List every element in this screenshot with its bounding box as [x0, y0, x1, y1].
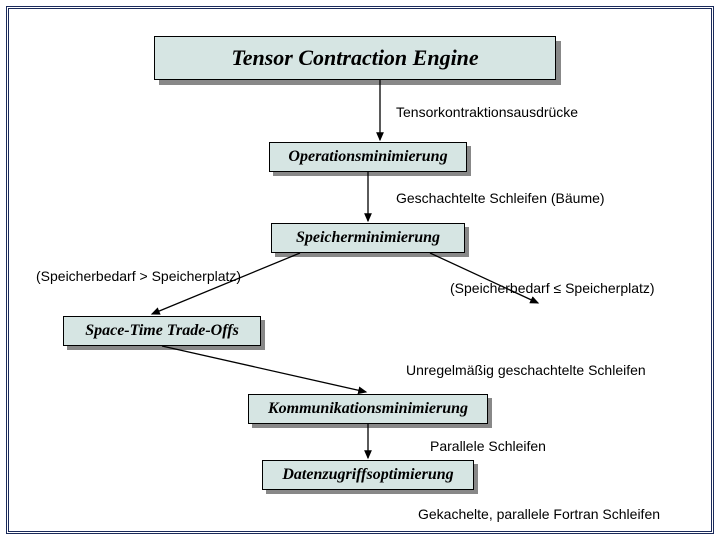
- label-parallel-loops: Parallele Schleifen: [430, 438, 546, 454]
- commmin-text: Kommunikationsminimierung: [268, 400, 468, 418]
- label-tensor-expr: Tensorkontraktionsausdrücke: [396, 104, 578, 120]
- memmin-box: Speicherminimierung: [271, 223, 465, 253]
- label-irregular-loops: Unregelmäßig geschachtelte Schleifen: [406, 362, 646, 378]
- dataopt-text: Datenzugriffsoptimierung: [282, 466, 453, 484]
- title-box: Tensor Contraction Engine: [154, 36, 556, 80]
- tradeoffs-box: Space-Time Trade-Offs: [63, 316, 261, 346]
- label-mem-gt: (Speicherbedarf > Speicherplatz): [36, 268, 241, 284]
- dataopt-box: Datenzugriffsoptimierung: [262, 460, 474, 490]
- flowchart-canvas: Tensor Contraction Engine Operationsmini…: [0, 0, 720, 540]
- title-text: Tensor Contraction Engine: [231, 45, 478, 71]
- opmin-text: Operationsminimierung: [288, 148, 447, 166]
- label-mem-le: (Speicherbedarf ≤ Speicherplatz): [450, 280, 655, 296]
- label-nested-loops: Geschachtelte Schleifen (Bäume): [396, 190, 605, 206]
- memmin-text: Speicherminimierung: [296, 229, 440, 247]
- commmin-box: Kommunikationsminimierung: [248, 394, 488, 424]
- arrow: [162, 346, 366, 392]
- label-tiled-loops: Gekachelte, parallele Fortran Schleifen: [418, 506, 660, 522]
- tradeoffs-text: Space-Time Trade-Offs: [85, 322, 239, 340]
- opmin-box: Operationsminimierung: [269, 142, 467, 172]
